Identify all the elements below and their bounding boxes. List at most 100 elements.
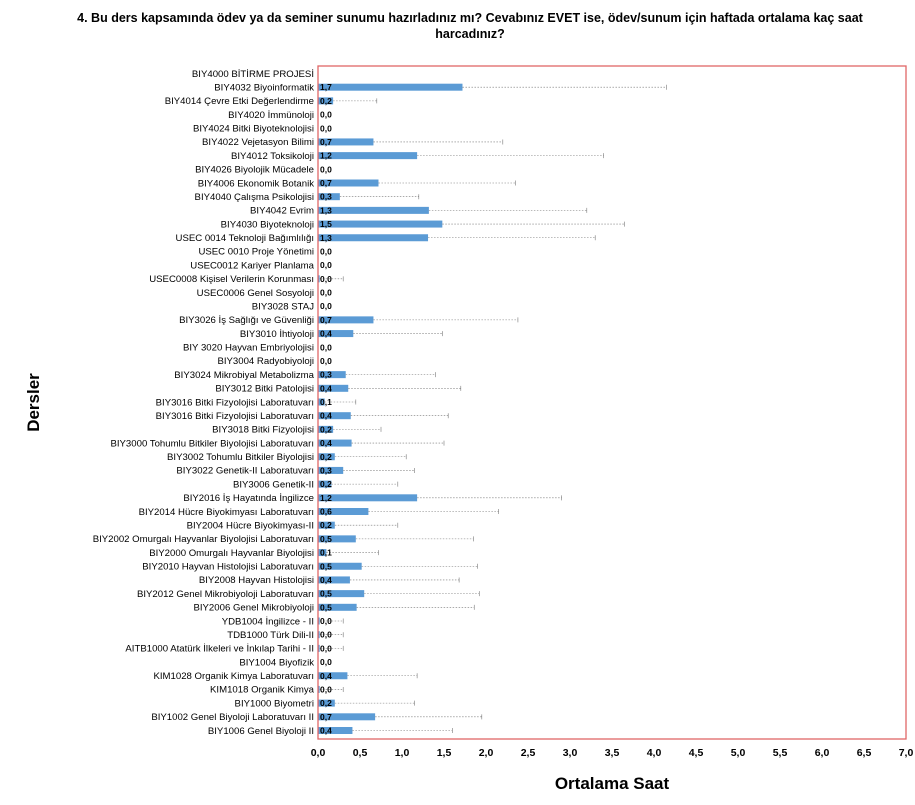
x-tick-label: 2,5 — [521, 747, 536, 759]
value-labels: 1,7 0,2 0,0 0,0 0,7 1,2 0,0 0,7 0,3 1,3 1,5 1,3 0,0 0… — [320, 82, 332, 735]
value-label: 0,4 — [320, 438, 332, 448]
category-label: BIY4030 Biyoteknoloji — [221, 219, 314, 230]
value-label: 1,7 — [320, 82, 332, 92]
value-label: 0,4 — [320, 671, 332, 681]
bar — [318, 699, 335, 707]
category-label: BIY3018 Bitki Fizyolojisi — [212, 425, 314, 436]
bar — [318, 398, 325, 406]
bar — [318, 439, 352, 447]
bar — [318, 425, 334, 433]
category-label: YDB1004 İngilizce - II — [222, 616, 314, 627]
x-tick-label: 2,0 — [479, 747, 494, 759]
category-label: KIM1028 Organik Kimya Laboratuvarı — [153, 671, 314, 682]
value-label: 0,2 — [320, 698, 332, 708]
bar — [318, 508, 369, 515]
value-label: 0,0 — [320, 246, 332, 256]
value-label: 1,3 — [320, 233, 332, 243]
category-label: USEC0006 Genel Sosyoloji — [197, 288, 314, 299]
value-label: 0,0 — [320, 356, 332, 366]
x-tick-label: 1,5 — [437, 747, 452, 759]
bar — [318, 603, 357, 611]
category-label: BIY4032 Biyoinformatik — [214, 82, 314, 93]
bar — [318, 590, 365, 598]
value-label: 0,3 — [320, 465, 332, 475]
value-label: 0,7 — [320, 315, 332, 325]
x-tick-label: 5,0 — [731, 747, 746, 759]
value-label: 1,2 — [320, 151, 332, 161]
bar — [318, 152, 418, 160]
category-label: BIY4020 İmmünoloji — [228, 110, 314, 121]
x-axis-ticks: 0,0 0,5 1,0 1,5 2,0 2,5 3,0 3,5 4,0 4,5 5,0 5,5 6,0 6… — [311, 747, 914, 759]
value-label: 0,0 — [320, 288, 332, 298]
category-label: BIY3010 İhtiyoloji — [240, 329, 314, 340]
category-label: BIY3024 Mikrobiyal Metabolizma — [174, 370, 314, 381]
bar — [318, 138, 374, 146]
value-label: 0,2 — [320, 479, 332, 489]
value-label: 0,2 — [320, 424, 332, 434]
bar — [318, 179, 379, 187]
value-label: 0,7 — [320, 137, 332, 147]
bar — [318, 330, 354, 338]
value-label: 0,4 — [320, 411, 332, 421]
category-label: KIM1018 Organik Kimya — [210, 685, 315, 696]
bar — [318, 220, 443, 228]
value-label: 1,5 — [320, 219, 332, 229]
bar — [318, 453, 335, 461]
value-label: 0,1 — [320, 397, 332, 407]
category-label: BIY 3020 Hayvan Embriyolojisi — [183, 343, 314, 354]
value-label: 0,0 — [320, 274, 332, 284]
value-label: 0,4 — [320, 726, 332, 736]
category-label: BIY1000 Biyometri — [235, 698, 314, 709]
value-label: 0,4 — [320, 329, 332, 339]
category-label: BIY3026 İş Sağlığı ve Güvenliği — [179, 315, 314, 326]
bar — [318, 631, 320, 639]
category-label: BIY3028 STAJ — [252, 301, 314, 312]
x-tick-label: 4,5 — [689, 747, 704, 759]
bar — [318, 685, 320, 693]
value-label: 0,2 — [320, 452, 332, 462]
category-label: BIY2000 Omurgalı Hayvanlar Biyolojisi — [149, 548, 314, 559]
x-tick-label: 3,5 — [605, 747, 620, 759]
category-label: BIY4012 Toksikoloji — [231, 151, 314, 162]
bar — [318, 206, 429, 214]
bar — [318, 521, 335, 529]
bar — [318, 412, 351, 420]
bar — [318, 727, 353, 734]
value-label: 0,0 — [320, 301, 332, 311]
category-label: BIY3004 Radyobiyoloji — [217, 356, 314, 367]
category-label: BIY2002 Omurgalı Hayvanlar Biyolojisi La… — [93, 534, 314, 545]
chart-title: 4. Bu ders kapsamında ödev ya da seminer… — [77, 11, 863, 41]
x-tick-label: 6,5 — [857, 747, 872, 759]
bar — [318, 713, 376, 721]
category-label: BIY2010 Hayvan Histolojisi Laboratuvarı — [142, 562, 314, 573]
value-label: 0,0 — [320, 630, 332, 640]
category-label: BIY3002 Tohumlu Bitkiler Biyolojisi — [167, 452, 314, 463]
bar — [318, 480, 332, 488]
category-label: BIY3016 Bitki Fizyolojisi Laboratuvarı — [156, 411, 314, 422]
y-axis-title: Dersler — [24, 373, 43, 432]
category-label: USEC 0010 Proje Yönetimi — [198, 247, 314, 258]
category-label: BIY4022 Vejetasyon Bilimi — [202, 137, 314, 148]
value-label: 0,3 — [320, 370, 332, 380]
bar — [318, 83, 463, 91]
category-label: BIY2006 Genel Mikrobiyoloji — [193, 603, 314, 614]
bar — [318, 384, 349, 392]
category-label: BIY2012 Genel Mikrobiyoloji Laboratuvarı — [137, 589, 314, 600]
bars-layer — [318, 83, 463, 734]
category-label: BIY3000 Tohumlu Bitkiler Biyolojisi Labo… — [110, 438, 314, 449]
value-label: 0,0 — [320, 123, 332, 133]
category-label: BIY1004 Biyofizik — [239, 657, 314, 668]
category-label: BIY2004 Hücre Biyokimyası-II — [187, 520, 314, 531]
bar — [318, 371, 346, 379]
value-label: 0,5 — [320, 602, 332, 612]
category-label: BIY4014 Çevre Etki Değerlendirme — [165, 96, 314, 107]
bar — [318, 672, 348, 680]
bar — [318, 494, 418, 502]
value-label: 0,0 — [320, 684, 332, 694]
value-label: 0,5 — [320, 589, 332, 599]
category-label: BIY1002 Genel Biyoloji Laboratuvarı II — [151, 712, 314, 723]
value-label: 0,2 — [320, 520, 332, 530]
category-label: BIY4024 Bitki Biyoteknolojisi — [193, 124, 314, 135]
category-label: BIY4000 BİTİRME PROJESİ — [192, 69, 314, 80]
